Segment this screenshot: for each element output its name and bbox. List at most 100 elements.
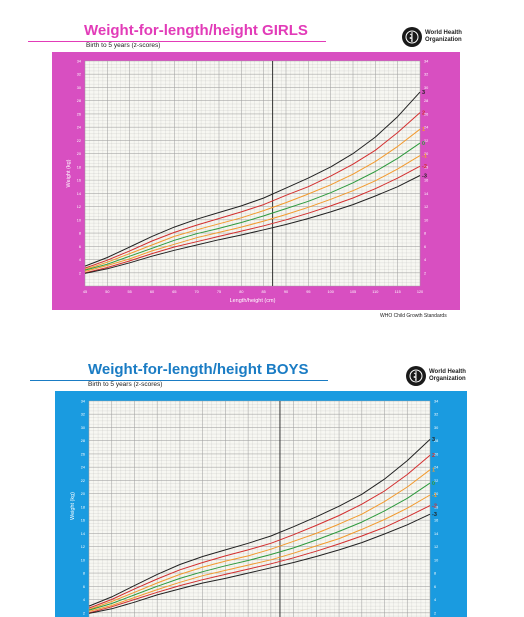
girls-chart-panel: 2 2 4 4 6 6 8 8 10 10 12 12 14 14 16 16 18 18 20 20 22 22 24 24… (52, 52, 460, 310)
girls-y-tick-label: 30 (77, 86, 81, 90)
boys-y-tick-label-right: 12 (434, 545, 438, 549)
boys-y-tick-label-right: 22 (434, 479, 438, 483)
girls-y-tick-label-right: 18 (424, 165, 428, 169)
boys-plot-area (89, 401, 430, 617)
girls-x-tick-label: 110 (372, 290, 378, 294)
girls-y-tick-label-right: 24 (424, 126, 428, 130)
boys-y-tick-label: 8 (83, 572, 85, 576)
boys-who-logo: World Health Organization (406, 366, 466, 386)
boys-series-0 (88, 482, 431, 611)
boys-y-tick-label-right: 8 (434, 572, 436, 576)
girls-y-tick-label-right: 22 (424, 139, 428, 143)
boys-chart-subtitle: Birth to 5 years (z-scores) (88, 381, 163, 388)
boys-series-label: 3 (432, 437, 435, 443)
boys-series-neg3 (88, 513, 431, 614)
girls-series-neg3 (84, 175, 421, 274)
who-wordmark: World Health Organization (429, 369, 466, 383)
boys-y-tick-label: 16 (81, 519, 85, 523)
boys-y-tick-label: 12 (81, 545, 85, 549)
girls-x-tick-label: 105 (350, 290, 356, 294)
girls-who-logo: World Health Organization (402, 27, 462, 47)
boys-y-tick-label: 18 (81, 505, 85, 509)
girls-x-tick-label: 100 (327, 290, 333, 294)
boys-y-tick-label-right: 4 (434, 598, 436, 602)
boys-y-tick-label-right: 26 (434, 452, 438, 456)
girls-y-tick-label: 18 (77, 165, 81, 169)
girls-y-tick-label-right: 28 (424, 99, 428, 103)
boys-y-tick-label: 2 (83, 611, 85, 615)
who-line-2: Organization (425, 37, 462, 43)
girls-y-tick-label-right: 32 (424, 73, 428, 77)
boys-y-tick-label: 32 (81, 413, 85, 417)
boys-title-rule (30, 380, 328, 381)
girls-y-tick-label: 10 (77, 218, 81, 222)
boys-series-3 (88, 439, 431, 607)
boys-y-tick-label-right: 24 (434, 466, 438, 470)
boys-series-label: 1 (432, 468, 435, 474)
boys-chart-section: Weight-for-length/height BOYS Birth to 5… (0, 345, 524, 617)
girls-x-tick-label: 120 (417, 290, 423, 294)
boys-y-tick-label: 20 (81, 492, 85, 496)
boys-y-tick-label-right: 30 (434, 426, 438, 430)
girls-y-tick-label-right: 12 (424, 205, 428, 209)
boys-y-tick-label-right: 20 (434, 492, 438, 496)
girls-y-tick-label-right: 4 (424, 258, 426, 262)
girls-y-tick-label-right: 8 (424, 232, 426, 236)
boys-chart-title: Weight-for-length/height BOYS (88, 361, 309, 378)
girls-x-tick-label: 85 (262, 290, 266, 294)
girls-series-label: 2 (422, 110, 425, 116)
girls-y-tick-label: 32 (77, 73, 81, 77)
girls-series-neg2 (84, 165, 421, 274)
girls-title-rule (28, 41, 326, 42)
girls-x-tick-label: 55 (128, 290, 132, 294)
girls-y-tick-label: 6 (79, 245, 81, 249)
boys-series-label: 0 (432, 481, 435, 487)
girls-x-tick-label: 75 (217, 290, 221, 294)
boys-y-tick-label: 34 (81, 400, 85, 404)
who-emblem-icon (402, 27, 422, 47)
boys-y-tick-label: 22 (81, 479, 85, 483)
girls-series-label: 3 (422, 90, 425, 96)
girls-y-tick-label: 34 (77, 60, 81, 64)
girls-y-tick-label: 24 (77, 126, 81, 130)
boys-y-tick-label: 30 (81, 426, 85, 430)
girls-series-label: -2 (422, 164, 427, 170)
girls-series-label: -3 (422, 173, 427, 179)
boys-series-label: -1 (432, 493, 437, 499)
boys-y-tick-label-right: 10 (434, 558, 438, 562)
girls-y-axis-label: Weight (kg) (66, 159, 72, 187)
boys-y-tick-label-right: 32 (434, 413, 438, 417)
girls-series-label: 0 (422, 141, 425, 147)
girls-series-label: 1 (422, 127, 425, 133)
girls-x-tick-label: 50 (105, 290, 109, 294)
girls-x-tick-label: 115 (395, 290, 401, 294)
girls-series-2 (84, 112, 421, 269)
boys-series-label: 2 (432, 453, 435, 459)
who-line-1: World Health (429, 369, 466, 375)
girls-y-tick-label-right: 6 (424, 245, 426, 249)
girls-y-tick-label: 20 (77, 152, 81, 156)
who-line-2: Organization (429, 376, 466, 382)
girls-y-tick-label: 4 (79, 258, 81, 262)
girls-y-tick-label: 14 (77, 192, 81, 196)
boys-chart-panel: 2 2 4 4 6 6 8 8 10 10 12 12 14 14 16 16 18 18 20 20 22 22 24 24… (55, 391, 467, 617)
boys-series-2 (88, 454, 431, 609)
boys-series-label: -3 (432, 512, 437, 518)
girls-y-tick-label-right: 14 (424, 192, 428, 196)
boys-y-tick-label: 26 (81, 452, 85, 456)
girls-y-tick-label: 2 (79, 271, 81, 275)
boys-series-neg2 (88, 505, 431, 614)
boys-y-tick-label: 6 (83, 585, 85, 589)
girls-y-tick-label: 26 (77, 112, 81, 116)
boys-series-1 (88, 469, 431, 610)
girls-x-tick-label: 90 (284, 290, 288, 294)
boys-series-neg1 (88, 494, 431, 612)
girls-y-tick-label-right: 30 (424, 86, 428, 90)
boys-y-tick-label-right: 28 (434, 439, 438, 443)
girls-y-tick-label-right: 2 (424, 271, 426, 275)
girls-y-tick-label-right: 10 (424, 218, 428, 222)
girls-series-1 (84, 128, 421, 270)
girls-x-tick-label: 70 (195, 290, 199, 294)
